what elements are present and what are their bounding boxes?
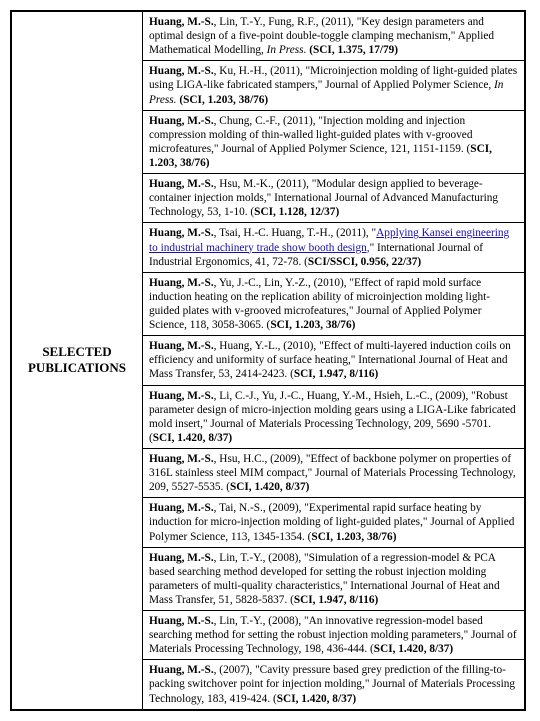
metrics: (SCI, 1.375, 17/79) bbox=[306, 44, 398, 56]
metrics: SCI, 1.420, 8/37) bbox=[153, 432, 232, 444]
venue: In Press. bbox=[267, 44, 307, 56]
metrics: SCI, 1.947, 8/116) bbox=[294, 594, 378, 606]
publication-entry: Huang, M.-S., Huang, Y.-L., (2010), "Eff… bbox=[143, 336, 524, 385]
section-header: SELECTED PUBLICATIONS bbox=[28, 344, 126, 375]
publication-entry: Huang, M.-S., Tsai, H.-C. Huang, T.-H., … bbox=[143, 223, 524, 272]
publication-entry: Huang, M.-S., Hsu, M.-K., (2011), "Modul… bbox=[143, 174, 524, 223]
publication-entry: Huang, M.-S., Lin, T.-Y., (2008), "Simul… bbox=[143, 548, 524, 611]
lead-author: Huang, M.-S. bbox=[149, 178, 214, 190]
publication-entry: Huang, M.-S., Yu, J.-C., Lin, Y.-Z., (20… bbox=[143, 273, 524, 336]
entries-container: Huang, M.-S., Lin, T.-Y., Fung, R.F., (2… bbox=[143, 12, 524, 709]
metrics: SCI, 1.420, 8/37) bbox=[277, 693, 356, 705]
lead-author: Huang, M.-S. bbox=[149, 390, 214, 402]
publications-table-frame: SELECTED PUBLICATIONS Huang, M.-S., Lin,… bbox=[10, 10, 526, 711]
lead-author: Huang, M.-S. bbox=[149, 65, 214, 77]
metrics: SCI, 1.203, 38/76) bbox=[311, 531, 396, 543]
lead-author: Huang, M.-S. bbox=[149, 664, 214, 676]
publications-table: SELECTED PUBLICATIONS Huang, M.-S., Lin,… bbox=[12, 12, 524, 709]
metrics: SCI, 1.203, 38/76) bbox=[270, 319, 355, 331]
lead-author: Huang, M.-S. bbox=[149, 552, 214, 564]
lead-author: Huang, M.-S. bbox=[149, 16, 214, 28]
lead-author: Huang, M.-S. bbox=[149, 277, 214, 289]
lead-author: Huang, M.-S. bbox=[149, 615, 214, 627]
metrics: SCI, 1.420, 8/37) bbox=[230, 481, 309, 493]
publication-entry: Huang, M.-S., Tai, N.-S., (2009), "Exper… bbox=[143, 498, 524, 547]
section-header-cell: SELECTED PUBLICATIONS bbox=[12, 12, 143, 709]
publication-entry: Huang, M.-S., Li, C.-J., Yu, J.-C., Huan… bbox=[143, 386, 524, 449]
metrics: SCI, 1.420, 8/37) bbox=[374, 643, 453, 655]
entries-cell: Huang, M.-S., Lin, T.-Y., Fung, R.F., (2… bbox=[143, 12, 525, 709]
metrics: SCI/SSCI, 0.956, 22/37) bbox=[308, 256, 421, 268]
publication-entry: Huang, M.-S., Hsu, H.C., (2009), "Effect… bbox=[143, 449, 524, 498]
publication-entry: Huang, M.-S., Ku, H.-H., (2011), "Microi… bbox=[143, 61, 524, 110]
metrics: (SCI, 1.203, 38/76) bbox=[177, 94, 269, 106]
lead-author: Huang, M.-S. bbox=[149, 115, 214, 127]
metrics: SCI, 1.947, 8/116) bbox=[294, 368, 378, 380]
publication-entry: Huang, M.-S., Chung, C.-F., (2011), "Inj… bbox=[143, 111, 524, 174]
metrics: SCI, 1.128, 12/37) bbox=[254, 206, 339, 218]
lead-author: Huang, M.-S. bbox=[149, 227, 214, 239]
publication-entry: Huang, M.-S., (2007), "Cavity pressure b… bbox=[143, 660, 524, 708]
publication-entry: Huang, M.-S., Lin, T.-Y., (2008), "An in… bbox=[143, 611, 524, 660]
publication-entry: Huang, M.-S., Lin, T.-Y., Fung, R.F., (2… bbox=[143, 12, 524, 61]
lead-author: Huang, M.-S. bbox=[149, 340, 214, 352]
citation-text: , Tsai, H.-C. Huang, T.-H., (2011), " bbox=[214, 227, 376, 239]
lead-author: Huang, M.-S. bbox=[149, 502, 214, 514]
lead-author: Huang, M.-S. bbox=[149, 453, 214, 465]
